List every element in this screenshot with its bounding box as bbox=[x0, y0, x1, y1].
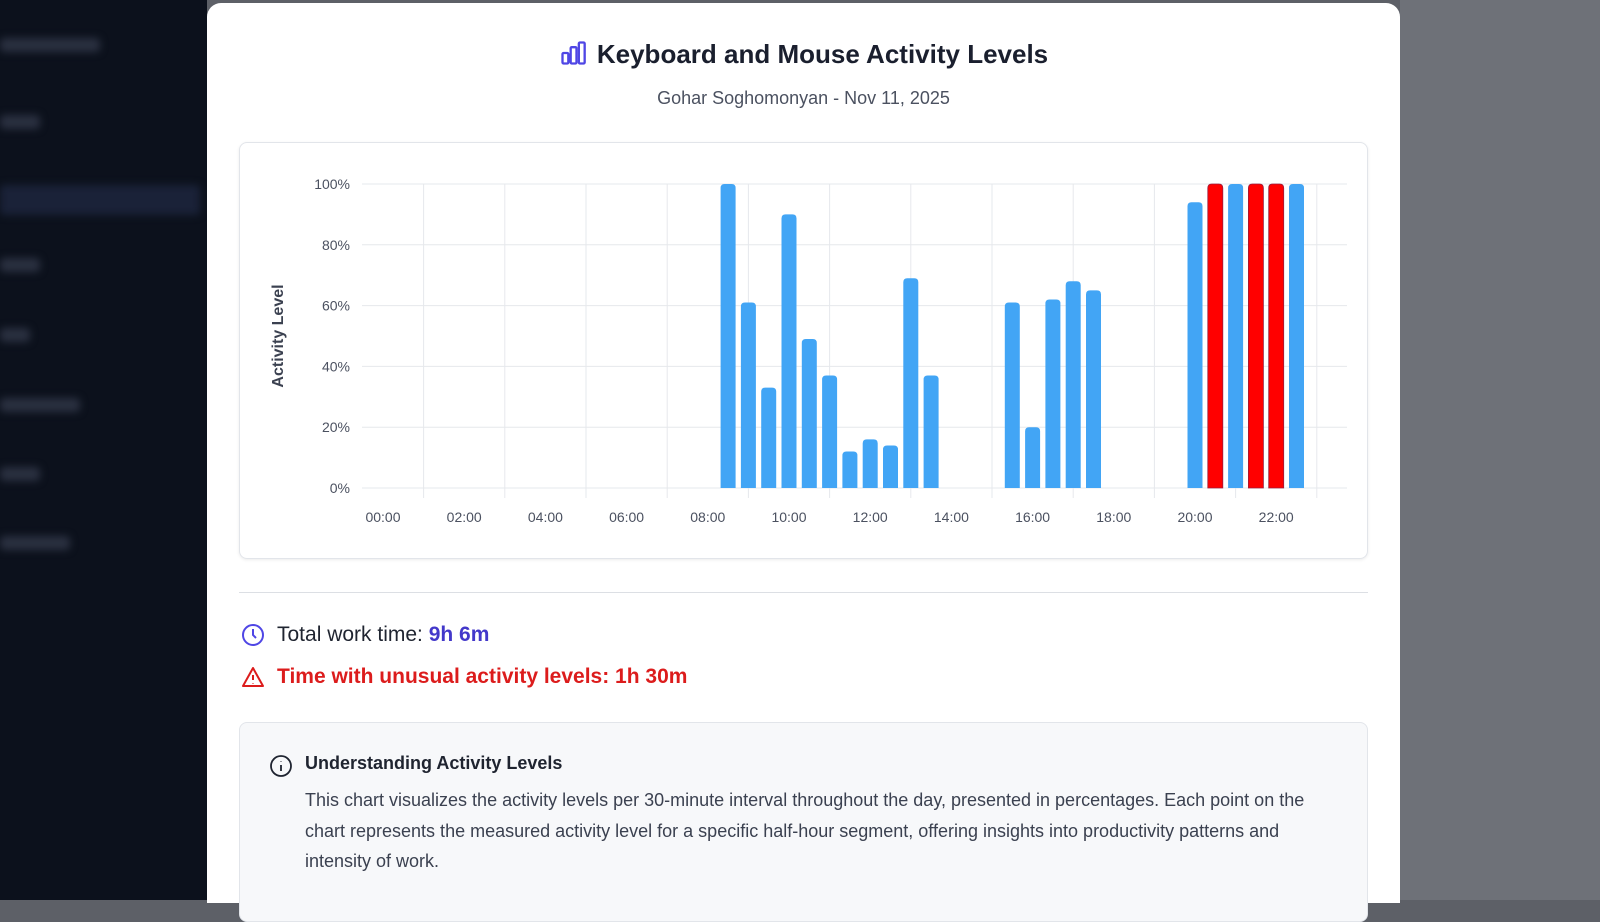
info-text: This chart visualizes the activity level… bbox=[305, 790, 1305, 871]
x-tick-label: 16:00 bbox=[1015, 509, 1050, 525]
bar bbox=[761, 387, 777, 488]
info-icon bbox=[270, 755, 292, 777]
bar bbox=[1065, 281, 1081, 488]
x-tick-label: 06:00 bbox=[609, 509, 644, 525]
bar bbox=[1228, 184, 1244, 488]
modal-title-text: Keyboard and Mouse Activity Levels bbox=[596, 39, 1049, 69]
bar bbox=[862, 439, 878, 488]
y-tick-label: 40% bbox=[322, 358, 350, 374]
modal-subtitle: Gohar Soghomonyan - Nov 11, 2025 bbox=[657, 88, 950, 108]
bar bbox=[822, 375, 838, 488]
x-tick-label: 14:00 bbox=[934, 509, 969, 525]
total-work-time: Total work time: 9h 6m bbox=[241, 623, 489, 647]
bar bbox=[883, 445, 898, 488]
bar bbox=[842, 451, 858, 488]
x-tick-label: 08:00 bbox=[690, 509, 725, 525]
x-tick-label: 18:00 bbox=[1096, 509, 1131, 525]
bar-chart-icon bbox=[561, 41, 586, 65]
x-tick-label: 02:00 bbox=[447, 509, 482, 525]
chart-card: 0% 20% 40% 60% 80% 100% 00:00 02:00 04:00 06:00 08… bbox=[239, 142, 1368, 559]
x-tick-label: 10:00 bbox=[771, 509, 806, 525]
x-tick-label: 22:00 bbox=[1259, 509, 1294, 525]
bar-unusual bbox=[1207, 183, 1224, 489]
total-work-value: 9h 6m bbox=[428, 623, 490, 646]
bar bbox=[781, 214, 797, 488]
unusual-activity-time: Time with unusual activity levels: 1h 30… bbox=[241, 665, 687, 689]
x-tick-label: 04:00 bbox=[528, 509, 563, 525]
bar bbox=[1025, 427, 1041, 488]
y-tick-label: 100% bbox=[314, 176, 350, 192]
divider bbox=[239, 592, 1368, 593]
x-tick-label: 12:00 bbox=[853, 509, 888, 525]
bar bbox=[1289, 184, 1304, 488]
clock-icon bbox=[242, 624, 264, 646]
background-page bbox=[1400, 0, 1600, 900]
activity-modal: Keyboard and Mouse Activity Levels Gohar… bbox=[207, 3, 1400, 922]
y-tick-label: 0% bbox=[330, 480, 350, 496]
y-tick-label: 80% bbox=[322, 237, 350, 253]
unusual-activity-label: Time with unusual activity levels: 1h 30… bbox=[277, 665, 688, 688]
x-tick-label: 00:00 bbox=[365, 509, 400, 525]
bar bbox=[1187, 202, 1203, 489]
bar bbox=[801, 339, 817, 488]
info-title: Understanding Activity Levels bbox=[305, 753, 563, 773]
y-axis-label: Activity Level bbox=[270, 284, 287, 387]
y-tick-label: 20% bbox=[322, 419, 350, 435]
bar bbox=[1004, 302, 1020, 488]
warning-icon bbox=[242, 667, 264, 687]
bar bbox=[720, 184, 736, 488]
y-tick-label: 60% bbox=[322, 298, 350, 314]
bar bbox=[1086, 290, 1101, 488]
info-box: Understanding Activity Levels This chart… bbox=[239, 722, 1368, 922]
bar-unusual bbox=[1248, 183, 1264, 489]
bar-unusual bbox=[1268, 183, 1285, 489]
bar bbox=[740, 302, 756, 488]
x-tick-label: 20:00 bbox=[1177, 509, 1212, 525]
background-sidebar bbox=[0, 0, 207, 900]
bar bbox=[903, 278, 919, 488]
bar bbox=[1045, 299, 1061, 488]
activity-chart: 0% 20% 40% 60% 80% 100% 00:00 02:00 04:00 06:00 08… bbox=[270, 176, 1347, 525]
modal-title: Keyboard and Mouse Activity Levels bbox=[207, 39, 1400, 70]
total-work-label: Total work time: bbox=[277, 623, 423, 646]
bar bbox=[923, 375, 939, 488]
